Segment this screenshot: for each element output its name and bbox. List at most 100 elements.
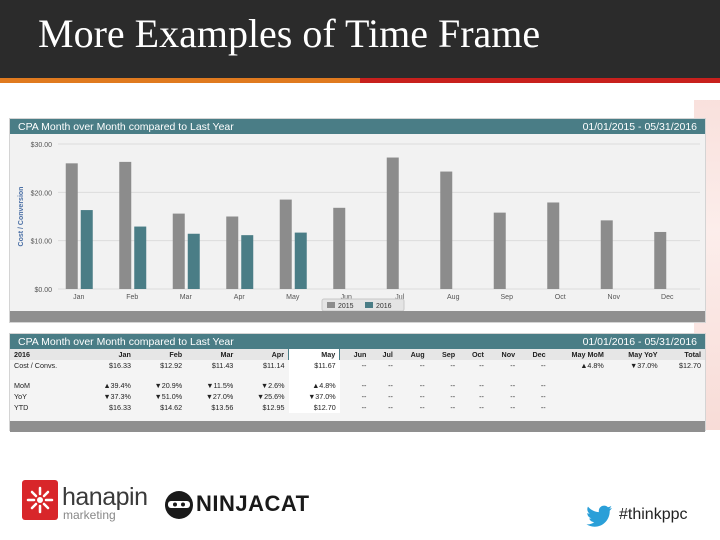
table-header-cell: May xyxy=(287,349,341,360)
table-cell: -- xyxy=(419,361,425,370)
table-cell: -- xyxy=(510,403,516,412)
table-header-cell: Apr xyxy=(237,349,289,360)
legend-swatch xyxy=(365,302,373,308)
table-panel-title: CPA Month over Month compared to Last Ye… xyxy=(18,335,234,348)
table-cell xyxy=(662,391,705,402)
table-cell: -- xyxy=(450,392,456,401)
hanapin-subtitle: marketing xyxy=(63,508,116,522)
table-cell: ▼37.3% xyxy=(103,392,131,401)
table-cell: ▼25.6% xyxy=(257,392,285,401)
title-bar: More Examples of Time Frame xyxy=(0,0,720,78)
bar-2015-oct xyxy=(547,202,560,289)
y-tick-label: $20.00 xyxy=(31,190,53,197)
legend-swatch xyxy=(327,302,335,308)
legend-box xyxy=(321,298,405,311)
table-header-cell: Jul xyxy=(370,349,397,360)
table-cell: ▲4.8% xyxy=(288,380,340,391)
table-panel-date-range: 01/01/2016 - 05/31/2016 xyxy=(582,335,697,348)
table-cell: ▼37.0% xyxy=(288,391,340,402)
table-cell: ▼27.0% xyxy=(205,392,234,401)
table-cell: ▼51.0% xyxy=(154,392,183,401)
table-cell: $12.70 xyxy=(288,402,340,413)
table-header-row: 2016 Jan Feb Mar Apr May Jun Jul Aug Sep Oct Nov Dec… xyxy=(10,349,705,360)
table-body: Cost / Convs. $16.33 $12.92 $11.43 $11.14 $11… xyxy=(10,360,705,413)
bar-2015-mar xyxy=(172,213,185,289)
bar-2015-apr xyxy=(226,216,239,289)
table-cell: $16.33 xyxy=(108,361,131,370)
table-cell xyxy=(608,402,662,413)
table-cell: -- xyxy=(479,381,484,390)
table-cell: $11.14 xyxy=(263,361,285,370)
cpa-table: 2016 Jan Feb Mar Apr May Jun Jul Aug Sep Oct Nov Dec… xyxy=(10,349,705,413)
bar-2015-may xyxy=(279,199,292,289)
legend-label: 2016 xyxy=(376,303,392,310)
table-cell: -- xyxy=(450,403,456,412)
y-axis-label: Cost / Conversion xyxy=(18,187,25,247)
bar-2016-may xyxy=(294,232,307,289)
table-cell: -- xyxy=(388,381,393,390)
table-cell: MoM xyxy=(14,381,30,390)
table-header-cell: May MoM xyxy=(549,349,608,360)
accent-stripe-red xyxy=(360,78,720,83)
twitter-icon xyxy=(586,505,612,527)
bar-2015-feb xyxy=(119,161,132,289)
table-cell: -- xyxy=(361,392,367,401)
table-cell: -- xyxy=(510,361,516,370)
table-row: YoY ▼37.3% ▼51.0% ▼27.0% ▼25.6% ▼37.0% -- -- -- -… xyxy=(10,391,705,402)
table-cell: -- xyxy=(361,403,367,412)
y-tick-label: $10.00 xyxy=(31,239,53,246)
table-cell: -- xyxy=(361,381,367,390)
accent-stripe-orange xyxy=(0,78,360,83)
table-cell xyxy=(662,402,705,413)
table-cell: $12.95 xyxy=(262,403,285,412)
bar-2015-jul xyxy=(386,157,399,289)
table-cell: -- xyxy=(510,392,516,401)
x-tick-label: Sep xyxy=(501,294,514,301)
table-cell: -- xyxy=(510,381,516,390)
table-cell: ▲39.4% xyxy=(103,381,131,390)
table-cell: -- xyxy=(540,381,546,390)
table-cell: ▲4.8% xyxy=(580,361,604,370)
table-cell: -- xyxy=(419,403,425,412)
chart-panel-header: CPA Month over Month compared to Last Ye… xyxy=(10,119,705,134)
table-cell: -- xyxy=(540,361,546,370)
hanapin-logo-icon xyxy=(22,480,58,520)
table-panel: CPA Month over Month compared to Last Ye… xyxy=(9,333,706,432)
table-cell: -- xyxy=(450,381,456,390)
table-cell: -- xyxy=(540,392,546,401)
bar-2016-apr xyxy=(241,235,254,289)
table-cell: Cost / Convs. xyxy=(14,361,58,370)
bar-2015-sep xyxy=(493,212,506,289)
x-tick-label: Jun xyxy=(341,294,352,301)
table-header-cell: Total xyxy=(661,349,705,360)
table-cell: ▼20.9% xyxy=(154,381,183,390)
bar-2015-jan xyxy=(65,163,78,289)
y-tick-label: $30.00 xyxy=(31,142,53,149)
table-cell xyxy=(662,380,705,391)
table-header-cell: Nov xyxy=(487,349,520,360)
x-tick-label: Oct xyxy=(555,294,566,301)
x-tick-label: May xyxy=(286,294,300,301)
table-cell: ▼37.0% xyxy=(630,361,658,370)
table-header-cell: Mar xyxy=(186,349,238,360)
bar-2015-aug xyxy=(440,171,453,289)
table-header-cell: Sep xyxy=(428,349,460,360)
table-cell: ▼11.5% xyxy=(206,381,234,390)
table-header-cell: May YoY xyxy=(607,349,662,360)
bar-2016-mar xyxy=(187,233,200,289)
chart-panel-footer xyxy=(10,311,705,322)
table-cell xyxy=(550,380,608,391)
table-cell xyxy=(550,402,608,413)
x-tick-label: Aug xyxy=(447,294,460,301)
table-cell: $12.92 xyxy=(160,361,183,370)
bar-2015-nov xyxy=(600,220,613,289)
table-cell xyxy=(608,391,662,402)
ninjacat-icon xyxy=(165,491,193,519)
x-tick-label: Apr xyxy=(234,294,246,301)
bar-2016-jan xyxy=(80,210,93,289)
table-panel-header: CPA Month over Month compared to Last Ye… xyxy=(10,334,705,349)
y-tick-label: $0.00 xyxy=(34,287,52,294)
x-tick-label: Dec xyxy=(661,294,674,301)
table-header-cell: Jan xyxy=(83,349,135,360)
table-header-cell: Feb xyxy=(134,349,187,360)
